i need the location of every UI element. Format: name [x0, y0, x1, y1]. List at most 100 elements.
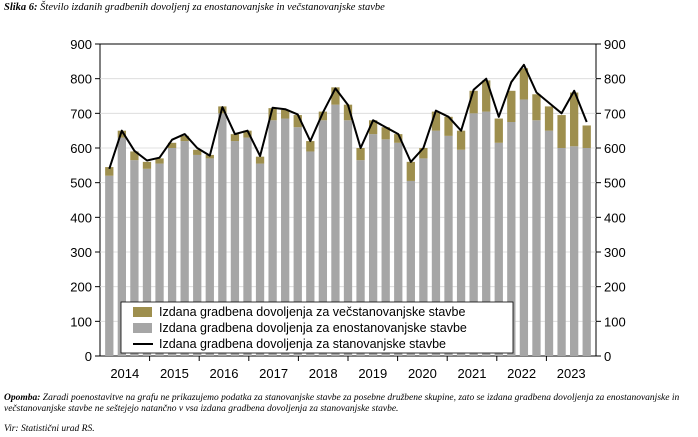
bar-multi — [155, 158, 164, 164]
y-tick-label-left: 600 — [70, 141, 92, 156]
footnote: Opomba: Zaradi poenostavitve na grafu ne… — [4, 393, 694, 415]
legend-label-single: Izdana gradbena dovoljenja za enostanova… — [159, 321, 467, 335]
bar-single — [519, 99, 529, 356]
bar-multi — [268, 108, 277, 121]
figure-caption: Slika 6: Število izdanih gradbenih dovol… — [4, 2, 385, 13]
bar-multi — [482, 80, 491, 112]
bar-single — [117, 137, 126, 356]
bar-multi — [381, 127, 390, 140]
y-tick-label-left: 0 — [85, 349, 92, 364]
single-dwelling-bars — [105, 99, 591, 357]
bar-single — [406, 180, 415, 356]
bar-single — [431, 130, 441, 356]
y-tick-label-right: 500 — [604, 176, 626, 191]
x-tick-label: 2023 — [557, 366, 586, 381]
x-tick-label: 2020 — [408, 366, 437, 381]
bar-multi — [318, 111, 328, 121]
bar-multi — [130, 151, 139, 161]
bar-multi — [557, 115, 566, 148]
x-tick-label: 2019 — [358, 366, 387, 381]
bar-single — [205, 158, 214, 356]
x-tick-label: 2021 — [458, 366, 487, 381]
bar-multi — [444, 116, 453, 136]
bar-single — [306, 151, 315, 356]
bar-multi — [356, 148, 365, 161]
source-note: Vir: Statistični urad RS. — [4, 424, 95, 434]
bar-single — [318, 120, 328, 357]
bar-multi — [142, 161, 152, 169]
y-tick-label-right: 100 — [604, 314, 626, 329]
y-tick-label-left: 300 — [70, 245, 92, 260]
bar-multi — [544, 106, 554, 131]
bar-single — [230, 141, 240, 356]
note-text: Zaradi poenostavitve na grafu ne prikazu… — [4, 393, 680, 414]
bar-single — [419, 158, 428, 356]
bar-single — [381, 139, 390, 356]
bar-line-chart: 0 0 100 100 200 200 300 300 400 400 500 500 600 600 70… — [70, 37, 626, 381]
y-tick-label-left: 500 — [70, 176, 92, 191]
bar-multi — [519, 68, 529, 100]
bar-multi — [570, 92, 579, 147]
x-tick-label: 2016 — [210, 366, 239, 381]
legend-swatch-multi — [133, 307, 152, 317]
y-tick-label-left: 900 — [70, 37, 92, 52]
bar-multi — [243, 130, 252, 138]
legend-swatch-single — [133, 323, 152, 333]
bar-single — [482, 111, 491, 356]
bar-multi — [180, 135, 189, 142]
bar-single — [255, 163, 265, 356]
bar-multi — [255, 156, 265, 164]
total-line-layer — [108, 63, 588, 170]
y-tick-label-left: 800 — [70, 72, 92, 87]
bar-single — [532, 120, 541, 357]
legend: Izdana gradbena dovoljenja za večstanova… — [120, 301, 514, 354]
total-line — [108, 63, 588, 170]
bar-multi — [117, 130, 126, 138]
bar-multi — [507, 90, 516, 122]
legend-label-line: Izdana gradbena dovoljenja za stanovanjs… — [159, 337, 446, 351]
bar-multi — [368, 120, 378, 135]
bar-single — [243, 137, 252, 356]
bar-single — [268, 120, 277, 357]
bar-single — [368, 134, 378, 356]
x-tick-label: 2018 — [309, 366, 338, 381]
y-tick-label-left: 100 — [70, 314, 92, 329]
bar-multi — [494, 118, 503, 143]
x-tick-label: 2017 — [259, 366, 288, 381]
bar-single — [469, 113, 478, 356]
bar-single — [557, 148, 566, 356]
bar-single — [582, 148, 591, 356]
y-tick-label-right: 0 — [604, 349, 611, 364]
x-tick-label: 2015 — [160, 366, 189, 381]
bar-single — [356, 160, 365, 356]
legend-box — [120, 301, 514, 354]
bar-multi — [343, 104, 353, 121]
bar-multi — [456, 130, 466, 150]
x-tick-label: 2014 — [110, 366, 139, 381]
bar-multi — [532, 94, 541, 121]
bar-multi — [469, 90, 478, 114]
bar-single — [570, 146, 579, 356]
bar-multi — [431, 111, 441, 131]
bar-single — [155, 163, 164, 356]
bar-single — [507, 122, 516, 356]
bar-single — [544, 130, 554, 356]
bar-multi — [230, 134, 240, 142]
caption-text: Število izdanih gradbenih dovoljenj za e… — [40, 2, 385, 13]
bar-single — [167, 148, 177, 356]
y-tick-label-right: 400 — [604, 210, 626, 225]
x-tick-label: 2022 — [507, 366, 536, 381]
bar-single — [281, 118, 290, 357]
bar-single — [193, 154, 202, 356]
bar-single — [456, 149, 466, 356]
bar-single — [331, 104, 340, 357]
bar-multi — [281, 109, 290, 119]
bar-single — [130, 160, 139, 356]
y-tick-label-right: 300 — [604, 245, 626, 260]
bar-multi — [406, 161, 415, 181]
y-tick-label-right: 700 — [604, 106, 626, 121]
y-tick-label-left: 700 — [70, 106, 92, 121]
bar-multi — [306, 141, 315, 152]
bar-multi — [205, 154, 214, 159]
bar-single — [343, 120, 353, 357]
